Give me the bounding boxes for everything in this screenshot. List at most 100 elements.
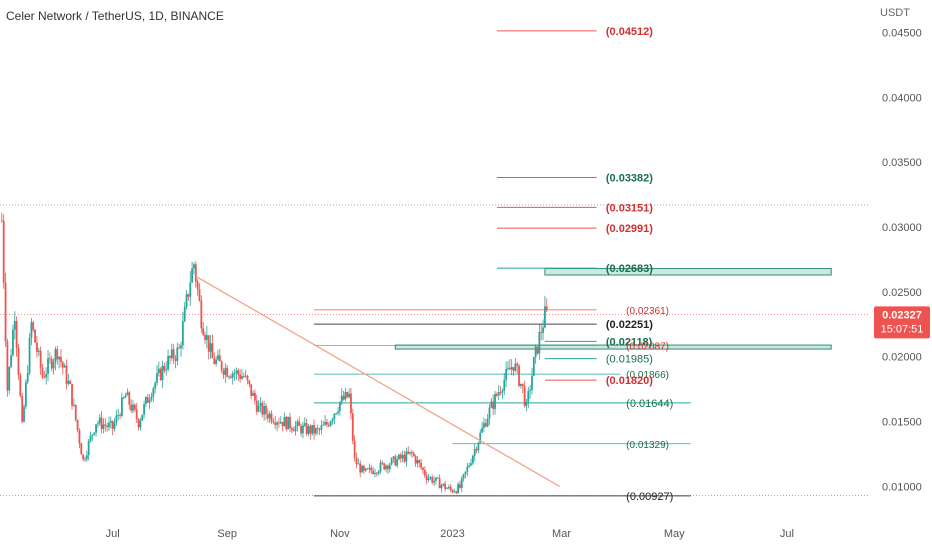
- candle-body: [481, 427, 484, 433]
- candle: [169, 354, 171, 365]
- candle: [135, 403, 138, 423]
- candle: [39, 346, 42, 375]
- candle-body: [178, 347, 181, 349]
- candle: [246, 374, 249, 385]
- candle: [473, 443, 476, 462]
- candle-body: [451, 489, 454, 493]
- candle-body: [146, 397, 149, 403]
- candle: [494, 391, 496, 415]
- candle: [545, 298, 548, 312]
- candle: [248, 380, 251, 388]
- candle-body: [433, 480, 435, 483]
- candle: [283, 412, 286, 427]
- candle-body: [167, 356, 169, 370]
- candle: [84, 456, 86, 462]
- candle-body: [388, 464, 391, 470]
- candle: [23, 404, 25, 423]
- candle: [362, 464, 365, 475]
- candle-body: [320, 425, 323, 430]
- candle: [96, 420, 99, 428]
- candle-body: [143, 404, 145, 415]
- candle-body: [261, 402, 264, 415]
- candle: [146, 394, 149, 403]
- candle: [95, 424, 97, 437]
- candle-body: [217, 355, 219, 360]
- candle: [409, 451, 411, 456]
- y-tick-label: 0.02000: [882, 352, 922, 364]
- candle-body: [32, 322, 35, 330]
- candle-body: [215, 359, 218, 365]
- candle-body: [165, 369, 168, 371]
- candle: [446, 487, 448, 490]
- candle-body: [37, 350, 40, 352]
- candle-body: [39, 350, 42, 368]
- candle-body: [460, 478, 463, 488]
- candle-body: [91, 434, 94, 436]
- candle-body: [331, 419, 334, 422]
- candle-body: [429, 477, 432, 479]
- candle: [521, 383, 524, 394]
- candle-body: [418, 460, 421, 464]
- candle: [436, 476, 439, 479]
- horizontal-levels: (0.04512) (0.03382) (0.03151) (0.02991) (0.0…: [0, 26, 870, 503]
- candle: [228, 375, 230, 380]
- candle: [124, 392, 127, 398]
- candle: [263, 400, 266, 421]
- candle: [163, 362, 166, 374]
- candle-body: [385, 465, 387, 470]
- candle-body: [128, 392, 131, 405]
- candle-body: [453, 491, 456, 493]
- candle-body: [48, 358, 51, 360]
- candle-body: [342, 395, 345, 400]
- candle-body: [135, 409, 138, 420]
- candle-body: [198, 288, 201, 301]
- candle: [205, 325, 208, 349]
- candle-body: [379, 462, 382, 472]
- candle: [89, 431, 92, 443]
- candle: [412, 451, 415, 457]
- candle-body: [372, 470, 375, 474]
- candle: [486, 413, 489, 428]
- candle-body: [257, 405, 260, 412]
- y-tick-label: 0.04500: [882, 27, 922, 39]
- candle: [383, 462, 386, 471]
- candle-body: [124, 395, 127, 398]
- candle-body: [370, 467, 373, 471]
- candle: [396, 455, 399, 468]
- candle: [470, 458, 472, 467]
- candle-body: [431, 477, 434, 483]
- candle-body: [501, 390, 504, 393]
- candle: [17, 343, 20, 380]
- candle-body: [545, 306, 548, 310]
- candle: [484, 419, 487, 428]
- candle-body: [85, 455, 88, 460]
- candle-body: [224, 367, 227, 375]
- candle-body: [15, 320, 18, 348]
- candle-body: [362, 465, 365, 471]
- candle-body: [169, 356, 171, 358]
- candle-body: [407, 451, 410, 454]
- candle-body: [274, 422, 277, 425]
- candle-body: [119, 414, 121, 417]
- candle: [21, 392, 24, 424]
- candle: [266, 408, 269, 423]
- candle-body: [401, 454, 404, 459]
- x-tick-label: Jul: [106, 528, 120, 540]
- candle-body: [276, 422, 278, 425]
- candle-body: [102, 424, 105, 429]
- candle-body: [503, 379, 506, 391]
- candle: [211, 334, 214, 359]
- candle: [279, 416, 282, 424]
- candle: [50, 355, 53, 372]
- candle: [265, 403, 267, 420]
- candle: [209, 335, 212, 359]
- candle: [292, 426, 295, 432]
- level-label: (0.04512): [606, 26, 653, 38]
- candle-body: [220, 361, 223, 371]
- candle-body: [259, 402, 262, 406]
- candle: [355, 452, 358, 469]
- candle: [222, 368, 225, 380]
- candle-body: [141, 414, 144, 421]
